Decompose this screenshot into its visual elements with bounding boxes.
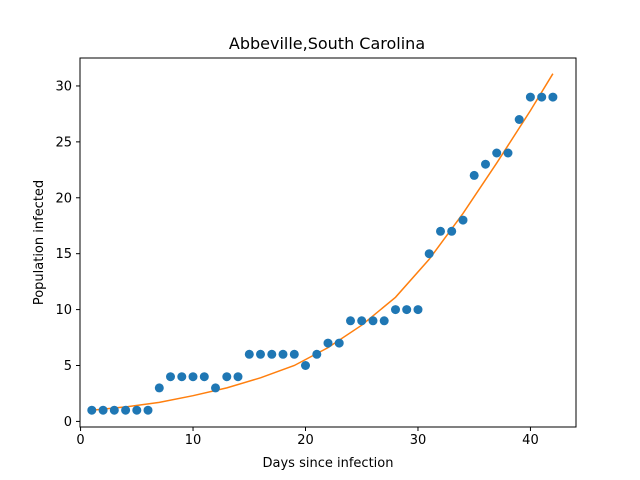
chart-title: Abbeville,South Carolina <box>229 34 425 53</box>
y-axis-label: Population infected <box>32 180 47 305</box>
x-tick-label: 40 <box>522 433 539 448</box>
fit-curve-line <box>91 73 554 411</box>
y-tick-label: 0 <box>64 415 72 430</box>
data-point <box>537 92 547 102</box>
data-point <box>525 92 535 102</box>
data-point <box>188 372 198 382</box>
data-point <box>514 115 524 124</box>
y-tick-label: 20 <box>55 191 72 206</box>
data-point <box>177 372 187 382</box>
data-point <box>503 148 513 158</box>
data-point <box>233 372 243 382</box>
x-axis-label: Days since infection <box>263 456 394 471</box>
data-point <box>289 349 299 359</box>
data-point <box>132 405 142 415</box>
x-axis: 0 10 20 30 40 <box>76 427 539 448</box>
axes-frame <box>79 57 577 428</box>
data-point <box>312 349 322 359</box>
data-point <box>368 316 378 326</box>
data-point <box>346 316 355 326</box>
y-tick-label: 15 <box>55 247 72 262</box>
data-point <box>548 92 558 102</box>
data-point <box>244 349 254 359</box>
data-point <box>267 349 277 359</box>
x-tick-label: 10 <box>185 433 202 448</box>
y-tick-label: 30 <box>55 79 72 94</box>
data-point <box>256 349 265 359</box>
data-point <box>492 148 502 158</box>
y-axis: 0 5 10 15 20 25 30 <box>55 79 80 430</box>
data-point <box>199 372 209 382</box>
data-point <box>98 405 108 415</box>
data-point <box>143 405 153 415</box>
y-tick-label: 5 <box>64 359 72 374</box>
data-point <box>87 405 97 415</box>
data-point <box>436 226 445 236</box>
data-point <box>154 383 164 393</box>
data-point <box>166 372 175 382</box>
data-point <box>379 316 389 326</box>
data-point <box>447 226 457 236</box>
data-point <box>278 349 288 359</box>
data-point <box>211 383 220 393</box>
data-point <box>357 316 367 326</box>
data-point <box>222 372 232 382</box>
data-point <box>323 338 333 348</box>
data-point <box>121 405 131 415</box>
x-tick-label: 0 <box>76 433 84 448</box>
data-point <box>391 305 400 315</box>
data-point <box>413 305 423 315</box>
data-point <box>458 215 468 225</box>
data-point <box>301 361 310 370</box>
plot-area <box>87 73 558 415</box>
data-point <box>481 159 490 169</box>
data-point <box>109 405 119 415</box>
x-tick-label: 30 <box>410 433 427 448</box>
y-tick-label: 25 <box>55 135 72 150</box>
data-point <box>402 305 412 315</box>
x-tick-label: 20 <box>297 433 314 448</box>
data-point <box>334 338 344 348</box>
y-tick-label: 10 <box>55 303 72 318</box>
data-point <box>469 170 479 180</box>
data-point <box>424 249 434 259</box>
